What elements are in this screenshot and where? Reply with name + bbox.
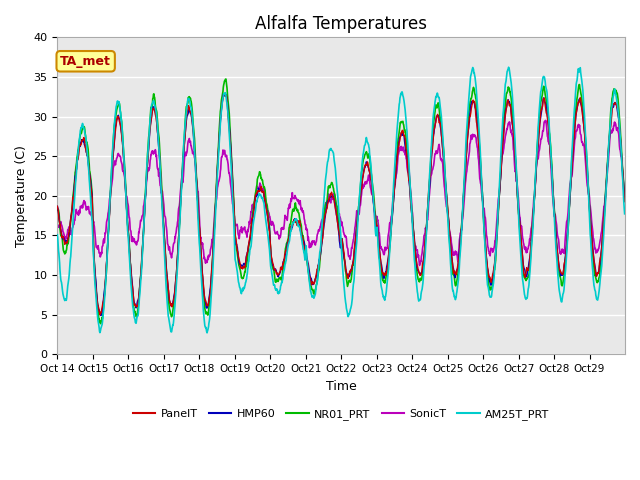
SonicT <box>614 128 622 134</box>
PanelT <box>316 252 324 258</box>
HMP60 <box>54 204 61 209</box>
AM25T_PRT <box>326 147 334 153</box>
SonicT <box>326 199 334 204</box>
HMP60 <box>316 252 324 258</box>
HMP60 <box>476 149 483 155</box>
SonicT <box>142 186 150 192</box>
SonicT <box>621 195 628 201</box>
PanelT <box>476 150 483 156</box>
SonicT <box>541 118 549 123</box>
Y-axis label: Temperature (C): Temperature (C) <box>15 145 28 247</box>
SonicT <box>559 249 566 255</box>
HMP60 <box>614 112 622 118</box>
HMP60 <box>143 177 150 182</box>
SonicT <box>416 263 424 268</box>
NR01_PRT <box>476 144 483 149</box>
NR01_PRT <box>54 207 61 213</box>
Line: PanelT: PanelT <box>58 94 625 315</box>
Text: TA_met: TA_met <box>60 55 111 68</box>
AM25T_PRT <box>316 250 324 255</box>
PanelT <box>327 191 335 197</box>
NR01_PRT <box>327 182 335 188</box>
NR01_PRT <box>222 76 230 82</box>
AM25T_PRT <box>505 64 513 70</box>
Legend: PanelT, HMP60, NR01_PRT, SonicT, AM25T_PRT: PanelT, HMP60, NR01_PRT, SonicT, AM25T_P… <box>129 404 554 424</box>
PanelT <box>559 272 566 277</box>
AM25T_PRT <box>621 211 628 216</box>
NR01_PRT <box>97 321 104 326</box>
HMP60 <box>220 91 228 97</box>
Title: Alfalfa Temperatures: Alfalfa Temperatures <box>255 15 428 33</box>
HMP60 <box>327 194 335 200</box>
Line: NR01_PRT: NR01_PRT <box>58 79 625 324</box>
PanelT <box>220 91 228 96</box>
AM25T_PRT <box>614 107 622 113</box>
PanelT <box>96 312 104 318</box>
SonicT <box>316 228 323 234</box>
HMP60 <box>97 312 105 318</box>
X-axis label: Time: Time <box>326 380 356 393</box>
NR01_PRT <box>143 172 150 178</box>
AM25T_PRT <box>475 128 483 134</box>
PanelT <box>621 199 628 204</box>
NR01_PRT <box>559 282 566 288</box>
NR01_PRT <box>614 96 622 102</box>
PanelT <box>54 204 61 209</box>
AM25T_PRT <box>204 330 211 336</box>
AM25T_PRT <box>142 180 150 186</box>
NR01_PRT <box>316 255 324 261</box>
PanelT <box>614 106 622 112</box>
Line: SonicT: SonicT <box>58 120 625 265</box>
NR01_PRT <box>621 193 628 199</box>
AM25T_PRT <box>559 294 566 300</box>
PanelT <box>143 177 150 183</box>
Line: AM25T_PRT: AM25T_PRT <box>58 67 625 333</box>
AM25T_PRT <box>54 232 61 238</box>
HMP60 <box>621 196 628 202</box>
HMP60 <box>559 272 566 278</box>
SonicT <box>54 224 61 230</box>
Line: HMP60: HMP60 <box>58 94 625 315</box>
SonicT <box>475 164 483 170</box>
